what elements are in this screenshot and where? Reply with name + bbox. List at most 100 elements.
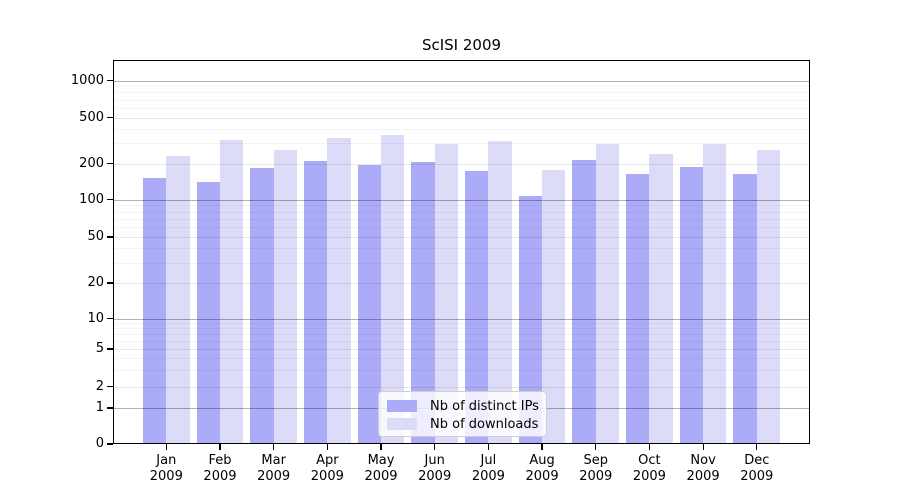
x-tick-year: 2009 <box>257 469 291 484</box>
bar-downloads <box>542 170 566 444</box>
x-tick-month: Jan <box>156 453 177 468</box>
minor-gridline <box>113 205 810 207</box>
x-tick-mark <box>165 444 167 450</box>
x-tick-label: May 2009 <box>349 453 413 485</box>
bar-distinct-ips <box>465 171 489 444</box>
x-tick-month: Oct <box>638 453 661 468</box>
x-tick-month: Nov <box>690 453 716 468</box>
y-tick-label: 5 <box>95 341 104 356</box>
x-tick-label: Aug 2009 <box>510 453 574 485</box>
legend: Nb of distinct IPs Nb of downloads <box>378 391 547 437</box>
minor-gridline <box>113 323 810 325</box>
bar-downloads <box>703 143 727 444</box>
legend-label-downloads: Nb of downloads <box>430 416 539 432</box>
bar-distinct-ips <box>250 168 274 444</box>
x-tick-mark <box>273 444 275 450</box>
major-gridline <box>113 163 810 165</box>
y-tick-label: 2 <box>95 378 104 394</box>
x-tick-label: Sep 2009 <box>564 453 628 485</box>
y-tick-label: 10 <box>87 310 104 326</box>
x-tick-label: Jul 2009 <box>456 453 520 485</box>
x-tick-label: Oct 2009 <box>617 453 681 485</box>
x-tick-mark <box>434 444 436 450</box>
y-tick-mark <box>107 385 113 388</box>
x-tick-year: 2009 <box>149 469 183 484</box>
y-tick-mark <box>107 116 113 119</box>
major-gridline <box>113 349 810 350</box>
minor-gridline <box>113 86 810 88</box>
x-tick-label: Mar 2009 <box>242 453 306 485</box>
y-tick-label: 50 <box>87 229 104 244</box>
minor-gridline <box>113 262 810 264</box>
y-tick-mark <box>107 407 113 409</box>
x-tick-year: 2009 <box>686 469 720 484</box>
x-tick-month: Mar <box>261 453 286 468</box>
x-tick-year: 2009 <box>632 469 666 484</box>
minor-gridline <box>113 334 810 336</box>
x-tick-month: Dec <box>744 453 770 468</box>
bar-distinct-ips <box>411 161 435 444</box>
minor-gridline <box>113 211 810 213</box>
y-tick-mark <box>107 443 113 445</box>
y-tick-mark <box>107 162 113 165</box>
y-tick-label: 200 <box>79 155 104 171</box>
bar-distinct-ips <box>572 160 596 444</box>
y-tick-mark <box>107 348 113 350</box>
minor-gridline <box>113 99 810 101</box>
bar-downloads <box>649 153 673 444</box>
x-tick-month: Jul <box>480 453 497 468</box>
x-tick-label: Apr 2009 <box>295 453 359 485</box>
bar-distinct-ips <box>304 161 328 444</box>
y-tick-label: 1 <box>95 400 104 415</box>
minor-gridline <box>113 92 810 94</box>
minor-gridline <box>113 328 810 330</box>
x-tick-month: Jun <box>424 453 445 468</box>
major-gridline <box>113 199 810 201</box>
legend-item-distinct-ips: Nb of distinct IPs <box>387 397 539 415</box>
chart-title: ScISI 2009 <box>421 36 502 54</box>
x-tick-year: 2009 <box>525 469 559 484</box>
x-tick-mark <box>380 444 382 450</box>
y-tick-label: 500 <box>79 109 104 125</box>
bar-downloads <box>488 140 512 444</box>
major-gridline <box>113 283 810 284</box>
x-tick-label: Feb 2009 <box>188 453 252 485</box>
bar-downloads <box>756 149 781 444</box>
major-gridline <box>113 80 810 82</box>
bar-downloads <box>327 138 351 444</box>
x-tick-mark <box>326 444 328 450</box>
bar-downloads <box>273 149 297 444</box>
major-gridline <box>113 386 810 388</box>
major-gridline <box>113 237 810 238</box>
x-tick-year: 2009 <box>418 469 452 484</box>
minor-gridline <box>113 358 810 360</box>
x-tick-mark <box>541 444 543 450</box>
bar-distinct-ips <box>626 174 650 444</box>
y-tick-mark <box>107 198 113 201</box>
minor-gridline <box>113 143 810 145</box>
x-tick-month: Apr <box>316 453 339 468</box>
bar-downloads <box>381 135 405 444</box>
x-tick-year: 2009 <box>579 469 613 484</box>
minor-gridline <box>113 369 810 371</box>
minor-gridline <box>113 340 810 342</box>
minor-gridline <box>113 128 810 130</box>
x-tick-month: Feb <box>208 453 232 468</box>
major-gridline <box>113 117 810 119</box>
x-tick-mark <box>756 444 758 450</box>
x-tick-month: Sep <box>583 453 608 468</box>
y-tick-mark <box>107 317 113 320</box>
x-tick-mark <box>702 444 704 450</box>
bar-distinct-ips <box>679 166 704 444</box>
minor-gridline <box>113 218 810 220</box>
bar-distinct-ips <box>196 181 220 444</box>
bar-downloads <box>219 139 244 444</box>
minor-gridline <box>113 227 810 229</box>
legend-label-distinct-ips: Nb of distinct IPs <box>430 398 539 414</box>
bar-downloads <box>166 156 190 444</box>
x-tick-year: 2009 <box>740 469 774 484</box>
x-tick-mark <box>487 444 489 450</box>
